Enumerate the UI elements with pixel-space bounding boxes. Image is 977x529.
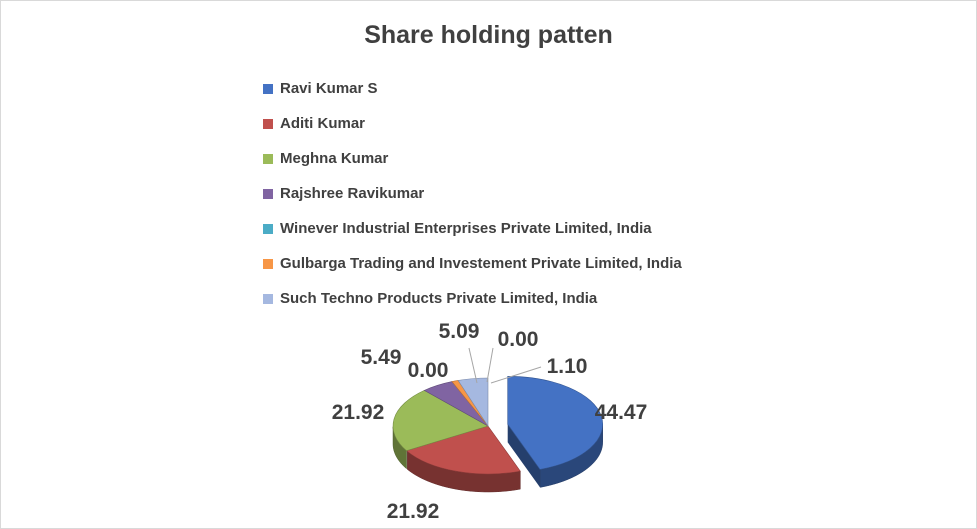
pie-slice (392, 390, 489, 452)
legend-item: Gulbarga Trading and Investement Private… (263, 246, 682, 281)
leader-line (490, 366, 542, 384)
data-label: 1.10 (547, 355, 588, 378)
legend-item: Meghna Kumar (263, 141, 682, 176)
legend-label: Such Techno Products Private Limited, In… (280, 290, 598, 307)
legend-item: Rajshree Ravikumar (263, 176, 682, 211)
legend-swatch (263, 188, 273, 199)
legend-label: Winever Industrial Enterprises Private L… (280, 220, 652, 237)
legend-swatch (263, 223, 273, 234)
data-label: 21.92 (332, 401, 385, 424)
data-label: 5.49 (361, 346, 402, 369)
legend-swatch (263, 118, 273, 129)
data-label: 44.47 (595, 401, 648, 424)
data-label: 21.92 (387, 500, 440, 523)
legend: Ravi Kumar S Aditi Kumar Meghna Kumar Ra… (263, 71, 682, 316)
data-labels: 44.47 21.92 21.92 5.49 1.10 5.09 0.00 0.00 (332, 320, 648, 523)
legend-swatch (263, 293, 273, 304)
data-label: 0.00 (408, 359, 449, 382)
data-label: 0.00 (498, 328, 539, 351)
chart-title: Share holding patten (364, 21, 613, 49)
data-label: 5.09 (439, 320, 480, 343)
legend-item: Ravi Kumar S (263, 71, 682, 106)
pie-slice (405, 425, 521, 475)
pie-slices (392, 375, 603, 475)
pie-slice-cut (507, 424, 541, 488)
legend-item: Such Techno Products Private Limited, In… (263, 281, 682, 316)
legend-item: Aditi Kumar (263, 106, 682, 141)
leader-line (486, 347, 494, 383)
legend-item: Winever Industrial Enterprises Private L… (263, 211, 682, 246)
legend-label: Ravi Kumar S (280, 80, 378, 97)
pie-slice (507, 375, 603, 470)
legend-label: Gulbarga Trading and Investement Private… (280, 255, 682, 272)
legend-label: Rajshree Ravikumar (280, 185, 425, 202)
leader-lines (468, 347, 542, 384)
legend-swatch (263, 83, 273, 94)
legend-swatch (263, 153, 273, 164)
legend-swatch (263, 258, 273, 269)
legend-label: Aditi Kumar (280, 115, 366, 132)
leader-line (468, 347, 478, 384)
legend-label: Meghna Kumar (280, 150, 389, 167)
